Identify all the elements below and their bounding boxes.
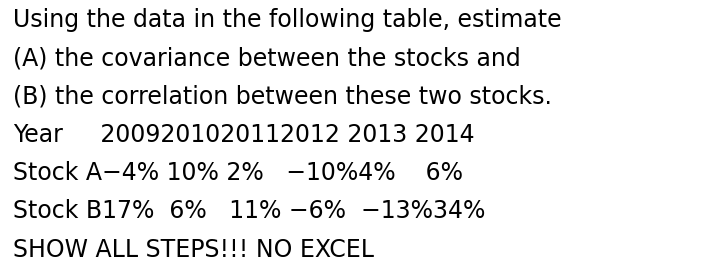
Text: (A) the covariance between the stocks and: (A) the covariance between the stocks an… xyxy=(13,47,521,71)
Text: SHOW ALL STEPS!!! NO EXCEL: SHOW ALL STEPS!!! NO EXCEL xyxy=(13,238,374,262)
Text: Using the data in the following table, estimate: Using the data in the following table, e… xyxy=(13,8,562,32)
Text: Stock A−4% 10% 2%   −10%4%    6%: Stock A−4% 10% 2% −10%4% 6% xyxy=(13,161,463,185)
Text: Year     2009201020112012 2013 2014: Year 2009201020112012 2013 2014 xyxy=(13,123,474,147)
Text: Stock B17%  6%   11% −6%  −13%34%: Stock B17% 6% 11% −6% −13%34% xyxy=(13,199,485,224)
Text: (B) the correlation between these two stocks.: (B) the correlation between these two st… xyxy=(13,85,552,109)
